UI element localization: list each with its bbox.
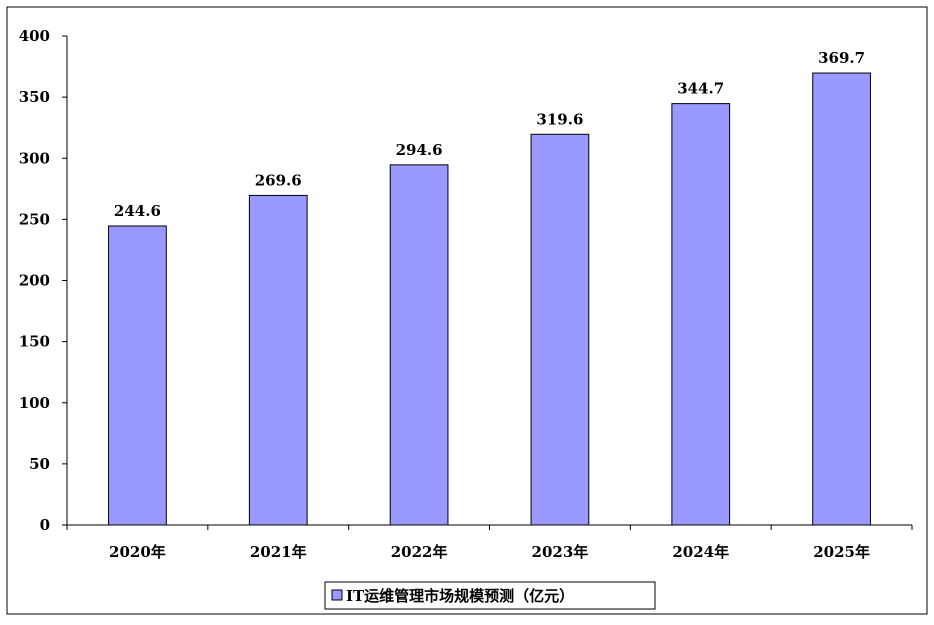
y-tick-label: 200	[19, 272, 50, 290]
legend-box	[324, 581, 656, 610]
bar-value-label: 244.6	[114, 202, 161, 220]
y-tick-label: 250	[19, 210, 50, 228]
legend: IT运维管理市场规模预测（亿元）	[324, 581, 656, 610]
y-tick-label: 50	[29, 455, 50, 473]
x-tick-label: 2022年	[391, 543, 448, 561]
bars	[108, 72, 871, 526]
bar	[812, 72, 871, 526]
x-tick-label: 2020年	[109, 543, 166, 561]
x-axis: 2020年 2021年 2022年 2023年 2024年 2025年	[66, 524, 913, 561]
legend-label: IT运维管理市场规模预测（亿元）	[346, 587, 574, 605]
legend-swatch	[331, 589, 343, 601]
y-tick-label: 100	[19, 394, 50, 412]
y-tick-label: 350	[19, 88, 50, 106]
y-tick-label: 400	[19, 27, 50, 45]
y-tick-label: 300	[19, 149, 50, 167]
y-tick-label: 0	[40, 516, 50, 534]
bar-value-label: 294.6	[396, 141, 443, 159]
y-tick-label: 150	[19, 333, 50, 351]
bar	[389, 164, 449, 526]
bar-value-label: 319.6	[536, 110, 583, 128]
bar-value-labels: 244.6 269.6 294.6 319.6 344.7 369.7	[114, 49, 865, 220]
bar	[671, 103, 731, 526]
bar-value-label: 269.6	[255, 171, 302, 189]
bar	[248, 194, 308, 526]
bar	[530, 133, 590, 526]
bar-value-label: 344.7	[677, 80, 724, 98]
bar-value-label: 369.7	[818, 49, 865, 67]
x-tick-label: 2024年	[672, 543, 729, 561]
x-tick-label: 2025年	[813, 543, 870, 561]
x-tick-label: 2023年	[532, 543, 589, 561]
y-axis: 0 50 100 150 200 250 300 350 400	[19, 27, 68, 534]
bar	[108, 225, 167, 526]
x-tick-label: 2021年	[250, 543, 307, 561]
